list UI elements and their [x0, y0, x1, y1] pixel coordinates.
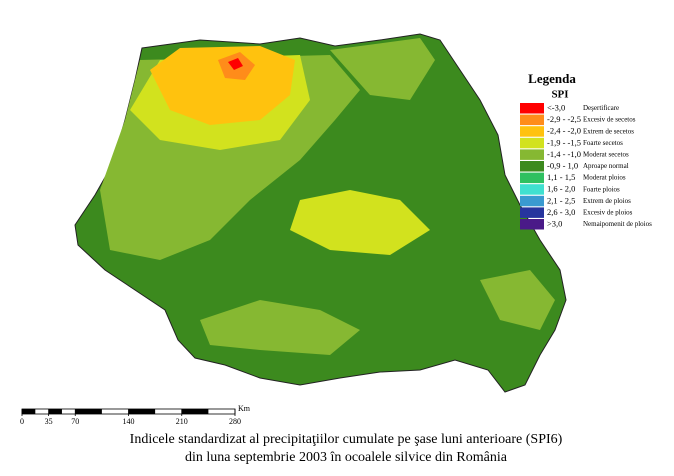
- legend-swatch: [520, 103, 544, 114]
- legend-label: Nemaipomenit de ploios: [583, 220, 652, 228]
- legend-swatch: [520, 161, 544, 172]
- scale-unit: Km: [238, 404, 251, 413]
- scale-tick-label: 140: [123, 417, 135, 426]
- legend-swatch: [520, 137, 544, 149]
- legend-range: 2,1 - 2,5: [547, 195, 575, 205]
- legend-range: 1,1 - 1,5: [547, 172, 575, 182]
- extreme-dry-zone: [150, 46, 295, 125]
- scale-tick-label: 0: [20, 417, 24, 426]
- legend-range: -1,4 - -1,0: [547, 149, 581, 159]
- legend-range: -1,9 - -1,5: [547, 137, 581, 147]
- scale-bar-segment: [48, 409, 62, 414]
- legend-range: <-3,0: [547, 102, 565, 112]
- legend-range: -0,9 - 1,0: [547, 160, 578, 170]
- legend-swatch: [520, 149, 544, 160]
- legend-swatch: [520, 219, 544, 230]
- legend: <-3,0 Deşertificare-2,9 - -2,5 Excesiv de …: [520, 102, 652, 230]
- scale-bar: 0 35 70 140 210 280 Km: [20, 404, 251, 426]
- legend-range: 1,6 - 2,0: [547, 184, 575, 194]
- legend-label: Extrem de ploios: [583, 197, 631, 205]
- legend-swatch: [520, 114, 544, 126]
- legend-range: -2,4 - -2,0: [547, 126, 581, 136]
- legend-label: Aproape normal: [583, 162, 629, 170]
- scale-tick-label: 210: [176, 417, 188, 426]
- scale-tick-label: 280: [229, 417, 241, 426]
- legend-range: 2,6 - 3,0: [547, 207, 575, 217]
- scale-bar-segment: [75, 409, 102, 414]
- legend-label: Moderat ploios: [583, 174, 626, 182]
- legend-swatch: [520, 172, 544, 184]
- legend-swatch: [520, 184, 544, 195]
- legend-swatch: [520, 207, 544, 218]
- scale-bar-segment: [128, 409, 156, 414]
- legend-label: Deşertificare: [583, 104, 619, 112]
- legend-swatch: [520, 126, 544, 137]
- scale-bar-segment: [22, 409, 36, 414]
- legend-label: Foarte secetos: [583, 139, 623, 147]
- scale-tick-label: 70: [71, 417, 79, 426]
- legend-title: Legenda: [528, 71, 576, 86]
- very-dry-zone: [290, 190, 430, 255]
- moderate-dry-zone: [480, 270, 555, 330]
- moderate-dry-zone: [330, 38, 435, 100]
- scale-tick-label: 35: [45, 417, 53, 426]
- caption-line: din luna septembrie 2003 în ocoalele sil…: [185, 450, 508, 465]
- desertification-zone: [228, 58, 243, 70]
- legend-label: Excesiv de ploios: [583, 209, 633, 217]
- legend-label: Excesiv de secetos: [583, 116, 636, 124]
- moderate-dry-zone: [200, 300, 360, 355]
- scale-bar-segment: [181, 409, 209, 414]
- legend-label: Foarte ploios: [583, 185, 620, 193]
- legend-range: -2,9 - -2,5: [547, 114, 581, 124]
- legend-range: >3,0: [547, 218, 562, 228]
- map: [74, 33, 567, 393]
- legend-subtitle: SPI: [551, 89, 568, 101]
- legend-label: Moderat secetos: [583, 151, 629, 159]
- legend-swatch: [520, 195, 544, 207]
- legend-label: Extrem de secetos: [583, 127, 634, 135]
- caption-line: Indicele standardizat al precipitaţiilor…: [130, 432, 563, 447]
